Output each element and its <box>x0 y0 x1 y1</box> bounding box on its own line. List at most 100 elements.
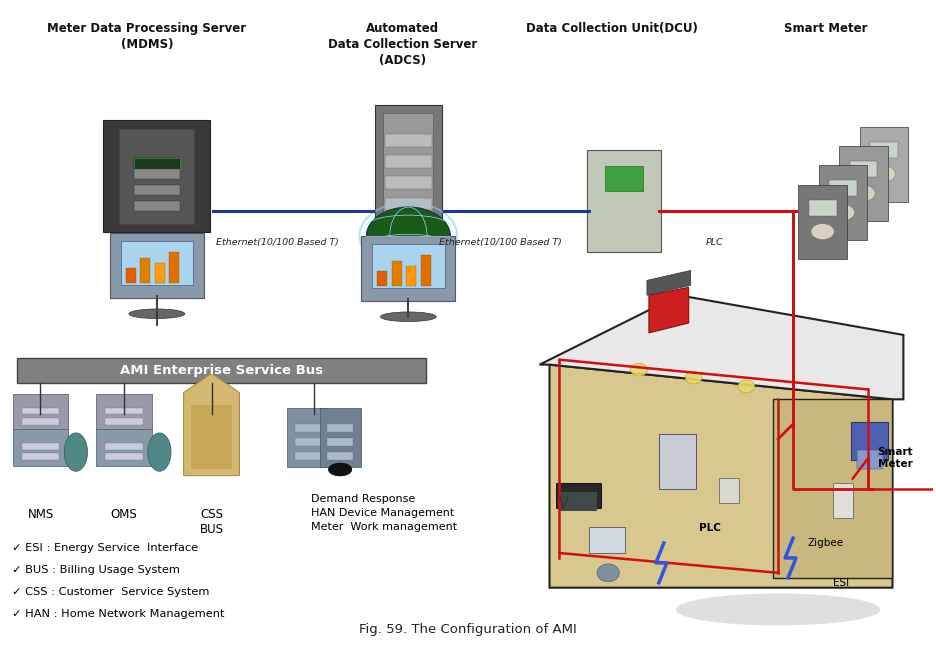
FancyBboxPatch shape <box>840 146 887 221</box>
Text: ✓ CSS : Customer  Service System: ✓ CSS : Customer Service System <box>12 587 210 597</box>
Ellipse shape <box>597 564 620 582</box>
Bar <box>560 492 596 511</box>
Bar <box>870 142 898 158</box>
Text: Zigbee: Zigbee <box>808 538 844 548</box>
Bar <box>850 161 877 177</box>
Bar <box>295 438 321 446</box>
Bar <box>773 399 892 578</box>
Ellipse shape <box>631 363 648 376</box>
Bar <box>719 478 739 504</box>
Bar <box>295 424 321 432</box>
Bar <box>295 452 321 460</box>
Polygon shape <box>183 373 240 476</box>
Bar <box>140 258 151 283</box>
Text: AMI Enterprise Service Bus: AMI Enterprise Service Bus <box>120 364 323 377</box>
Ellipse shape <box>329 463 352 476</box>
FancyBboxPatch shape <box>860 127 908 202</box>
Bar <box>106 418 142 424</box>
Bar <box>856 450 883 469</box>
Ellipse shape <box>367 207 450 264</box>
Bar <box>134 201 180 212</box>
Polygon shape <box>539 295 903 399</box>
Bar <box>191 405 232 470</box>
Bar <box>327 438 353 446</box>
Text: ESI: ESI <box>833 578 849 588</box>
Text: PLC: PLC <box>706 238 724 247</box>
Text: Smart
Meter: Smart Meter <box>878 447 914 468</box>
FancyBboxPatch shape <box>587 150 661 252</box>
Text: Ethernet(10/100 Based T): Ethernet(10/100 Based T) <box>216 238 339 247</box>
Text: CSS
BUS: CSS BUS <box>199 508 224 537</box>
Text: ✓ ESI : Energy Service  Interface: ✓ ESI : Energy Service Interface <box>12 543 198 553</box>
Bar <box>17 358 426 383</box>
Text: Smart Meter: Smart Meter <box>784 22 868 35</box>
Bar <box>327 424 353 432</box>
Bar <box>406 266 417 286</box>
Ellipse shape <box>811 224 834 239</box>
Ellipse shape <box>852 185 875 201</box>
Bar <box>134 159 180 170</box>
FancyBboxPatch shape <box>851 422 888 460</box>
Polygon shape <box>647 270 691 295</box>
FancyBboxPatch shape <box>373 244 445 288</box>
Ellipse shape <box>738 380 754 393</box>
Polygon shape <box>649 287 689 333</box>
Text: Fig. 59. The Configuration of AMI: Fig. 59. The Configuration of AMI <box>359 623 577 636</box>
FancyBboxPatch shape <box>96 429 152 466</box>
Text: Automated
Data Collection Server
(ADCS): Automated Data Collection Server (ADCS) <box>329 22 477 67</box>
Polygon shape <box>549 364 892 588</box>
Text: Data Collection Unit(DCU): Data Collection Unit(DCU) <box>526 22 698 35</box>
Bar <box>22 418 59 424</box>
Bar <box>557 483 601 508</box>
Bar <box>659 434 696 488</box>
Ellipse shape <box>685 371 702 384</box>
Bar <box>22 408 59 414</box>
Bar <box>154 263 165 283</box>
Ellipse shape <box>676 593 881 626</box>
Ellipse shape <box>129 309 184 319</box>
FancyBboxPatch shape <box>383 114 433 217</box>
Bar <box>22 453 59 460</box>
Bar <box>385 197 431 210</box>
FancyBboxPatch shape <box>13 429 68 466</box>
Text: ✓ BUS : Billing Usage System: ✓ BUS : Billing Usage System <box>12 565 180 575</box>
FancyBboxPatch shape <box>110 233 204 298</box>
Bar <box>606 166 643 192</box>
FancyBboxPatch shape <box>320 408 360 467</box>
FancyBboxPatch shape <box>96 394 152 430</box>
Bar <box>385 177 431 189</box>
Text: Ethernet(10/100 Based T): Ethernet(10/100 Based T) <box>439 238 562 247</box>
Bar <box>590 528 624 553</box>
FancyBboxPatch shape <box>287 408 328 467</box>
Bar <box>385 134 431 147</box>
Bar <box>385 155 431 168</box>
Bar <box>106 443 142 450</box>
Bar <box>377 271 388 286</box>
Bar <box>327 452 353 460</box>
Ellipse shape <box>872 166 896 182</box>
Ellipse shape <box>380 312 436 322</box>
Text: OMS: OMS <box>110 508 138 521</box>
Bar <box>833 483 854 519</box>
Bar <box>420 255 431 286</box>
FancyBboxPatch shape <box>819 165 868 240</box>
Bar <box>169 252 180 283</box>
Bar <box>809 199 837 215</box>
FancyBboxPatch shape <box>13 394 68 430</box>
Ellipse shape <box>65 433 88 471</box>
FancyBboxPatch shape <box>103 121 211 232</box>
FancyBboxPatch shape <box>120 129 195 224</box>
Bar <box>134 159 180 170</box>
Bar <box>106 453 142 460</box>
Bar <box>106 408 142 414</box>
Text: Demand Response
HAN Device Management
Meter  Work management: Demand Response HAN Device Management Me… <box>311 493 457 531</box>
Text: PLC: PLC <box>698 523 721 533</box>
FancyBboxPatch shape <box>374 105 442 226</box>
Bar <box>125 268 136 283</box>
Ellipse shape <box>831 204 855 221</box>
Bar <box>829 181 857 197</box>
FancyBboxPatch shape <box>798 184 847 259</box>
Text: Meter Data Processing Server
(MDMS): Meter Data Processing Server (MDMS) <box>48 22 246 51</box>
Text: NMS: NMS <box>27 508 53 521</box>
Text: ✓ HAN : Home Network Management: ✓ HAN : Home Network Management <box>12 608 225 619</box>
